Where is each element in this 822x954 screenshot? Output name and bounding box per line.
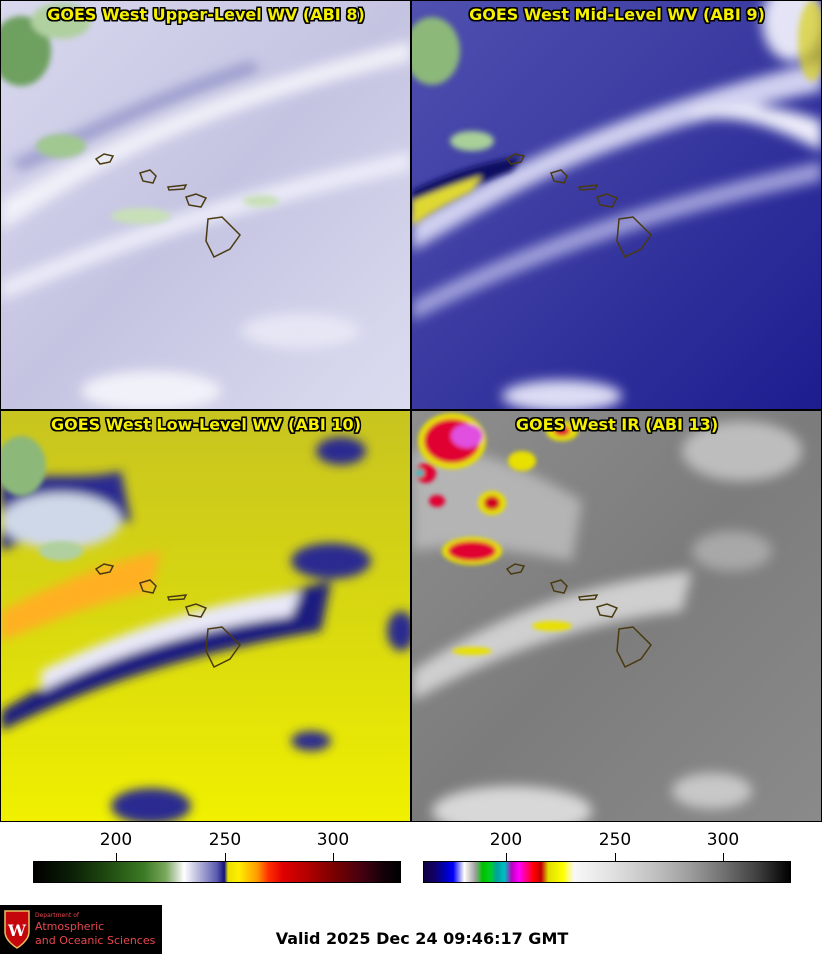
upper-level-wv-image bbox=[1, 1, 411, 411]
colorbar-right-label-300: 300 bbox=[706, 830, 740, 850]
logo-atmospheric: Atmospheric bbox=[35, 920, 105, 933]
colorbar-right-tick-250 bbox=[615, 853, 616, 861]
colorbar-left-tick-250 bbox=[225, 853, 226, 861]
ir-image bbox=[412, 411, 822, 821]
panel-ir: GOES West IR (ABI 13) bbox=[412, 411, 822, 821]
logo-oceanic-sciences: and Oceanic Sciences bbox=[35, 934, 156, 947]
colorbar-right-tick-300 bbox=[723, 853, 724, 861]
panel-title-upper-level-wv: GOES West Upper-Level WV (ABI 8) bbox=[47, 5, 365, 24]
valid-time: Valid 2025 Dec 24 09:46:17 GMT bbox=[275, 929, 569, 948]
colorbar-left-tick-200 bbox=[116, 853, 117, 861]
colorbar-right-tick-200 bbox=[506, 853, 507, 861]
panel-title-ir: GOES West IR (ABI 13) bbox=[515, 415, 719, 434]
colorbar-left-label-250: 250 bbox=[208, 830, 242, 850]
low-level-wv-image bbox=[1, 411, 411, 821]
panel-divider-vertical bbox=[410, 0, 412, 822]
panel-divider-horizontal bbox=[0, 409, 822, 411]
crest-letter: W bbox=[7, 921, 27, 940]
panel-low-level-wv: GOES West Low-Level WV (ABI 10) bbox=[1, 411, 411, 821]
mid-level-wv-image bbox=[412, 1, 822, 411]
panel-mid-level-wv: GOES West Mid-Level WV (ABI 9) bbox=[412, 1, 822, 411]
colorbar-left-tick-300 bbox=[333, 853, 334, 861]
aos-logo: W Department of Atmospheric and Oceanic … bbox=[0, 905, 162, 954]
panel-title-low-level-wv: GOES West Low-Level WV (ABI 10) bbox=[50, 415, 361, 434]
uw-crest-icon: W bbox=[4, 910, 30, 949]
colorbar-right-label-250: 250 bbox=[598, 830, 632, 850]
panel-upper-level-wv: GOES West Upper-Level WV (ABI 8) bbox=[1, 1, 411, 411]
panel-title-mid-level-wv: GOES West Mid-Level WV (ABI 9) bbox=[469, 5, 765, 24]
colorbar-right-label-200: 200 bbox=[489, 830, 523, 850]
colorbar-left-label-200: 200 bbox=[99, 830, 133, 850]
colorbar-left-label-300: 300 bbox=[316, 830, 350, 850]
colorbar-water-vapor bbox=[33, 861, 401, 883]
colorbar-infrared bbox=[423, 861, 791, 883]
logo-department: Department of bbox=[35, 912, 79, 919]
